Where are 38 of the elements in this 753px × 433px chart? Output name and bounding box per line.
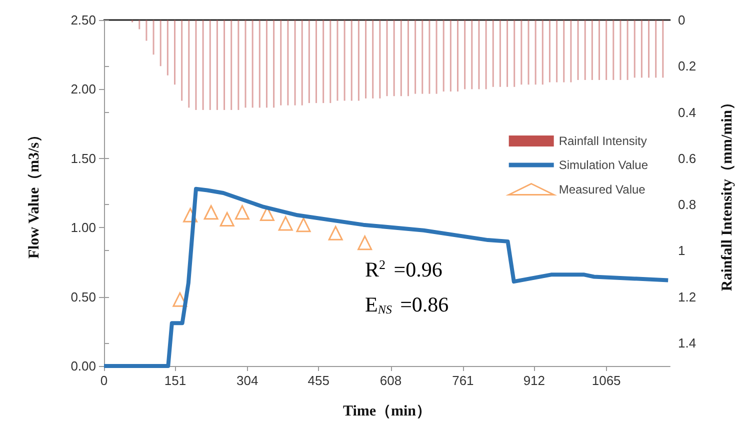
y2-tick-label: 0.6 — [678, 150, 696, 166]
y-tick-label: 2.50 — [70, 12, 96, 28]
point — [278, 216, 293, 231]
point — [234, 205, 250, 220]
x-tick-label: 0 — [100, 373, 108, 388]
y-axis-title: Flow Value（m3/s） — [26, 127, 42, 259]
y2-tick-label: 0.8 — [678, 197, 696, 212]
line-series — [102, 186, 670, 368]
legend-label: Measured Value — [558, 182, 646, 196]
y2-tick-label: 1 — [678, 243, 686, 258]
point — [296, 218, 311, 232]
legend-label: Rainfall Intensity — [558, 134, 647, 148]
y-tick-label: 1.00 — [70, 220, 96, 236]
x-tick-label: 304 — [236, 373, 258, 388]
y2-tick-label: 1.2 — [678, 289, 696, 304]
legend-label: Simulation Value — [558, 158, 648, 172]
x-tick-label: 608 — [380, 373, 402, 388]
x-tick-label: 151 — [164, 373, 186, 388]
point — [260, 206, 274, 222]
y2-tick-label: 0.4 — [678, 104, 696, 120]
x-tick-label: 455 — [308, 373, 330, 388]
annotation: ENS =0.86 — [365, 292, 449, 316]
y2-tick-label: 0.2 — [678, 58, 696, 74]
y-tick-label: 0.50 — [70, 289, 96, 304]
point — [358, 236, 372, 250]
y2-axis-title: Rainfall Intensity（mm/min） — [720, 94, 736, 292]
y2-tick-label: 1.4 — [678, 335, 696, 350]
x-tick-label: 1065 — [592, 373, 621, 388]
point — [204, 205, 218, 220]
point — [220, 212, 234, 227]
x-axis-title: Time（min） — [342, 404, 432, 420]
y2-tick-label: 0 — [678, 12, 686, 28]
y-tick-label: 2.00 — [70, 82, 96, 97]
x-tick-label: 912 — [523, 373, 546, 388]
point — [328, 226, 343, 240]
y-tick-label: 0.00 — [70, 358, 96, 374]
x-tick-label: 761 — [452, 373, 474, 388]
y-tick-label: 1.50 — [70, 150, 96, 166]
